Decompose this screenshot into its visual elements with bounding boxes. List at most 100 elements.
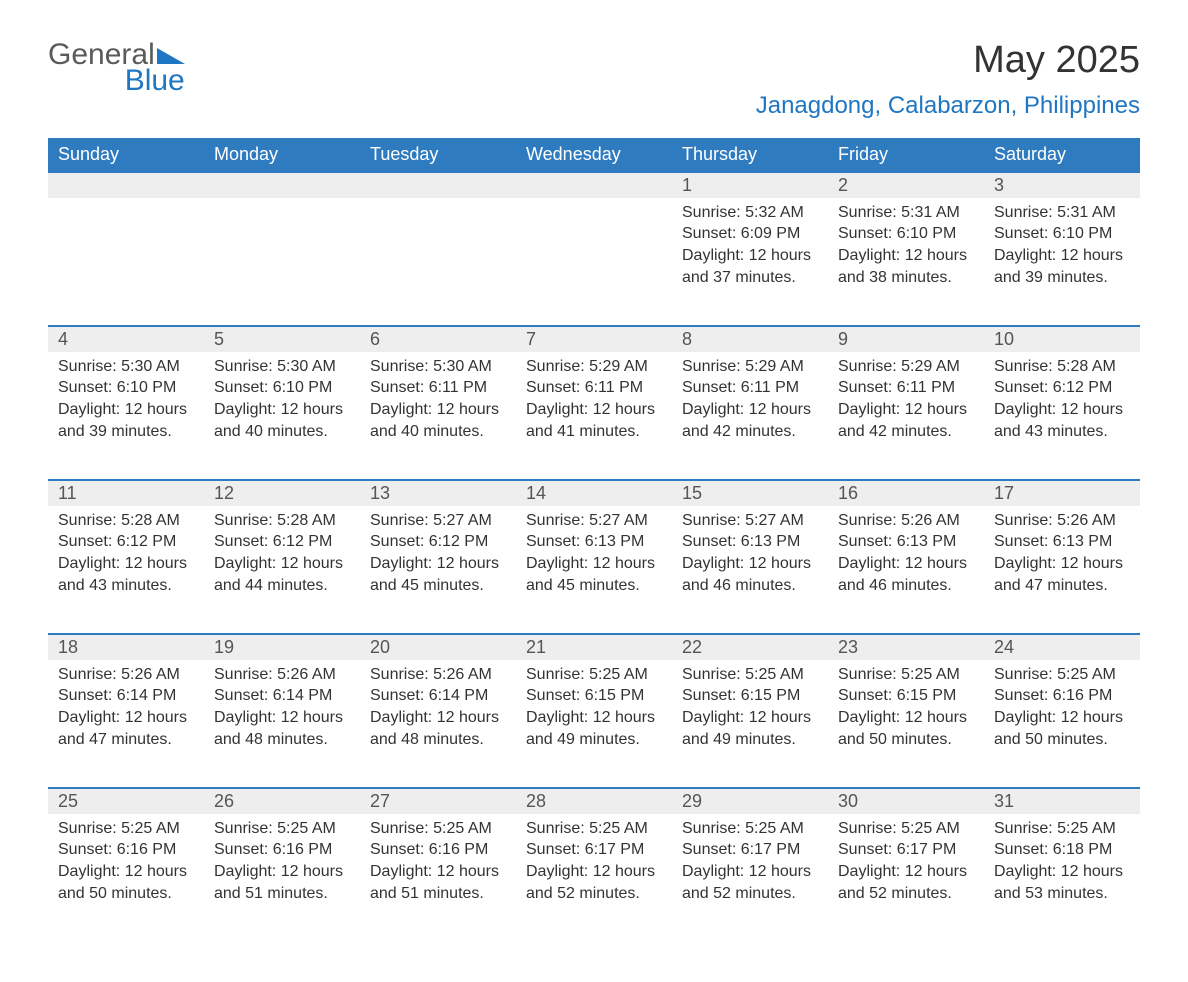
sunrise-line: Sunrise: 5:27 AM: [682, 510, 818, 532]
daylight-line: Daylight: 12 hours and 39 minutes.: [58, 399, 194, 442]
day-number: 3: [984, 172, 1140, 198]
day-number-row: 18192021222324: [48, 634, 1140, 660]
sunset-line: Sunset: 6:11 PM: [682, 377, 818, 399]
sunset-line: Sunset: 6:14 PM: [370, 685, 506, 707]
day-cell: Sunrise: 5:25 AMSunset: 6:17 PMDaylight:…: [672, 814, 828, 942]
day-cell: Sunrise: 5:30 AMSunset: 6:10 PMDaylight:…: [48, 352, 204, 480]
sunrise-line: Sunrise: 5:25 AM: [994, 818, 1130, 840]
day-number: 10: [984, 326, 1140, 352]
sunrise-line: Sunrise: 5:25 AM: [838, 664, 974, 686]
sunset-line: Sunset: 6:10 PM: [214, 377, 350, 399]
day-number: 16: [828, 480, 984, 506]
day-content-row: Sunrise: 5:30 AMSunset: 6:10 PMDaylight:…: [48, 352, 1140, 480]
weekday-header: Wednesday: [516, 138, 672, 172]
daylight-line: Daylight: 12 hours and 40 minutes.: [370, 399, 506, 442]
sunset-line: Sunset: 6:10 PM: [838, 223, 974, 245]
daylight-line: Daylight: 12 hours and 38 minutes.: [838, 245, 974, 288]
day-cell: Sunrise: 5:25 AMSunset: 6:15 PMDaylight:…: [516, 660, 672, 788]
day-cell: Sunrise: 5:25 AMSunset: 6:16 PMDaylight:…: [984, 660, 1140, 788]
day-number: 30: [828, 788, 984, 814]
sunrise-line: Sunrise: 5:29 AM: [838, 356, 974, 378]
sunrise-line: Sunrise: 5:25 AM: [682, 664, 818, 686]
daylight-line: Daylight: 12 hours and 50 minutes.: [994, 707, 1130, 750]
location-text: Janagdong, Calabarzon, Philippines: [756, 92, 1140, 120]
daylight-line: Daylight: 12 hours and 40 minutes.: [214, 399, 350, 442]
day-number: 18: [48, 634, 204, 660]
day-number: 20: [360, 634, 516, 660]
day-cell: Sunrise: 5:28 AMSunset: 6:12 PMDaylight:…: [984, 352, 1140, 480]
weekday-header-row: SundayMondayTuesdayWednesdayThursdayFrid…: [48, 138, 1140, 172]
daylight-line: Daylight: 12 hours and 46 minutes.: [838, 553, 974, 596]
sunrise-line: Sunrise: 5:28 AM: [214, 510, 350, 532]
day-cell: [516, 198, 672, 326]
weekday-header: Tuesday: [360, 138, 516, 172]
day-number: 11: [48, 480, 204, 506]
sunrise-line: Sunrise: 5:25 AM: [838, 818, 974, 840]
weekday-header: Thursday: [672, 138, 828, 172]
sunset-line: Sunset: 6:11 PM: [838, 377, 974, 399]
day-cell: Sunrise: 5:28 AMSunset: 6:12 PMDaylight:…: [204, 506, 360, 634]
day-content-row: Sunrise: 5:32 AMSunset: 6:09 PMDaylight:…: [48, 198, 1140, 326]
sunrise-line: Sunrise: 5:26 AM: [214, 664, 350, 686]
sunset-line: Sunset: 6:16 PM: [370, 839, 506, 861]
day-number: 29: [672, 788, 828, 814]
sunset-line: Sunset: 6:10 PM: [994, 223, 1130, 245]
day-number: 28: [516, 788, 672, 814]
page-title: May 2025: [756, 40, 1140, 82]
day-cell: Sunrise: 5:25 AMSunset: 6:16 PMDaylight:…: [48, 814, 204, 942]
day-cell: Sunrise: 5:27 AMSunset: 6:13 PMDaylight:…: [672, 506, 828, 634]
daylight-line: Daylight: 12 hours and 52 minutes.: [526, 861, 662, 904]
sunset-line: Sunset: 6:17 PM: [526, 839, 662, 861]
day-cell: Sunrise: 5:29 AMSunset: 6:11 PMDaylight:…: [828, 352, 984, 480]
day-number: 4: [48, 326, 204, 352]
sunset-line: Sunset: 6:18 PM: [994, 839, 1130, 861]
sunset-line: Sunset: 6:11 PM: [526, 377, 662, 399]
day-number: 5: [204, 326, 360, 352]
daylight-line: Daylight: 12 hours and 44 minutes.: [214, 553, 350, 596]
day-cell: Sunrise: 5:31 AMSunset: 6:10 PMDaylight:…: [984, 198, 1140, 326]
sunrise-line: Sunrise: 5:28 AM: [58, 510, 194, 532]
daylight-line: Daylight: 12 hours and 39 minutes.: [994, 245, 1130, 288]
day-number: 2: [828, 172, 984, 198]
day-cell: Sunrise: 5:28 AMSunset: 6:12 PMDaylight:…: [48, 506, 204, 634]
daylight-line: Daylight: 12 hours and 49 minutes.: [526, 707, 662, 750]
sunset-line: Sunset: 6:17 PM: [682, 839, 818, 861]
weekday-header: Monday: [204, 138, 360, 172]
sunrise-line: Sunrise: 5:26 AM: [58, 664, 194, 686]
day-cell: Sunrise: 5:26 AMSunset: 6:13 PMDaylight:…: [828, 506, 984, 634]
day-cell: Sunrise: 5:25 AMSunset: 6:15 PMDaylight:…: [828, 660, 984, 788]
day-cell: Sunrise: 5:30 AMSunset: 6:11 PMDaylight:…: [360, 352, 516, 480]
sunrise-line: Sunrise: 5:25 AM: [994, 664, 1130, 686]
day-number: 22: [672, 634, 828, 660]
day-number: 7: [516, 326, 672, 352]
sunrise-line: Sunrise: 5:29 AM: [526, 356, 662, 378]
sunset-line: Sunset: 6:12 PM: [58, 531, 194, 553]
sunset-line: Sunset: 6:16 PM: [214, 839, 350, 861]
day-number: [204, 172, 360, 198]
sunset-line: Sunset: 6:15 PM: [682, 685, 818, 707]
daylight-line: Daylight: 12 hours and 52 minutes.: [682, 861, 818, 904]
day-cell: [360, 198, 516, 326]
day-number: 23: [828, 634, 984, 660]
day-cell: Sunrise: 5:30 AMSunset: 6:10 PMDaylight:…: [204, 352, 360, 480]
sunrise-line: Sunrise: 5:26 AM: [994, 510, 1130, 532]
sunrise-line: Sunrise: 5:27 AM: [526, 510, 662, 532]
weekday-header: Saturday: [984, 138, 1140, 172]
day-number: 14: [516, 480, 672, 506]
day-cell: Sunrise: 5:25 AMSunset: 6:17 PMDaylight:…: [828, 814, 984, 942]
sunset-line: Sunset: 6:10 PM: [58, 377, 194, 399]
day-cell: [48, 198, 204, 326]
sunrise-line: Sunrise: 5:29 AM: [682, 356, 818, 378]
day-number-row: 45678910: [48, 326, 1140, 352]
day-content-row: Sunrise: 5:25 AM Sunset: 6:16 PM Daylight:…: [48, 814, 1140, 942]
day-number: 13: [360, 480, 516, 506]
day-cell: Sunrise: 5:25 AMSunset: 6:18 PMDaylight:…: [984, 814, 1140, 942]
daylight-line: Daylight: 12 hours and 46 minutes.: [682, 553, 818, 596]
brand-text: General Blue: [48, 40, 185, 96]
day-number: 26: [204, 788, 360, 814]
sunrise-line: Sunrise: 5:25 AM: [58, 818, 194, 840]
daylight-line: Daylight: 12 hours and 45 minutes.: [526, 553, 662, 596]
daylight-line: Daylight: 12 hours and 47 minutes.: [994, 553, 1130, 596]
day-cell: Sunrise: 5:25 AMSunset: 6:15 PMDaylight:…: [672, 660, 828, 788]
day-number: 21: [516, 634, 672, 660]
